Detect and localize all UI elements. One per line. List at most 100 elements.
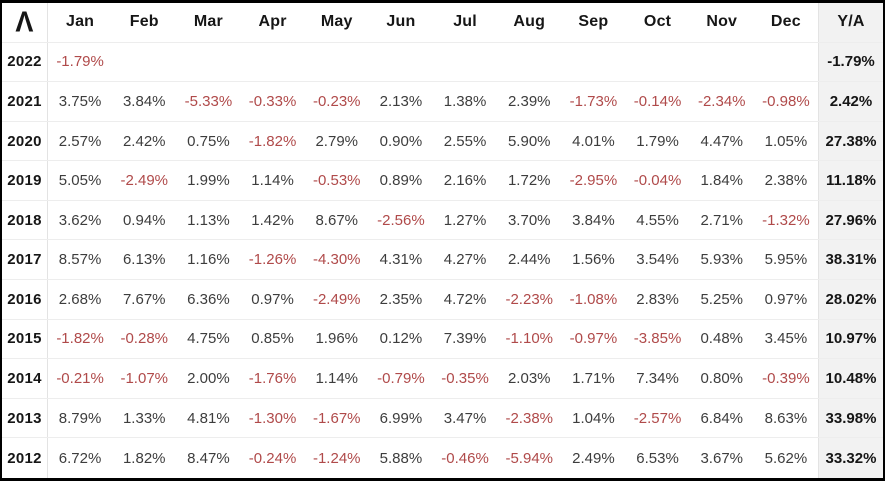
return-cell: 6.84%: [700, 409, 744, 427]
year-label: 2022: [2, 42, 48, 82]
return-cell: -1.30%: [248, 409, 297, 427]
return-cell: 4.31%: [379, 251, 423, 269]
return-cell: 8.57%: [58, 251, 102, 269]
return-cell: -5.33%: [184, 92, 233, 110]
year-label: 2016: [2, 280, 48, 319]
yearly-return-cell: 27.38%: [817, 121, 883, 161]
return-cell: -1.07%: [120, 370, 168, 388]
return-cell: 0.94%: [122, 211, 166, 229]
return-cell: 1.05%: [764, 132, 808, 150]
return-cell: [176, 43, 240, 82]
return-cell: 2.35%: [379, 290, 423, 308]
return-cell: -5.94%: [505, 449, 553, 467]
column-header-oct: Oct: [643, 13, 672, 31]
return-cell: 1.16%: [187, 251, 230, 269]
return-cell: -3.85%: [633, 330, 682, 348]
column-header-dec: Dec: [770, 13, 801, 31]
year-label: 2012: [2, 438, 48, 478]
table-row-2022: 2022 -1.79% -1.79%: [2, 42, 883, 83]
year-label: 2021: [2, 82, 48, 121]
yearly-return-cell: 10.97%: [817, 319, 883, 359]
return-cell: -2.38%: [505, 409, 553, 427]
column-header-may: May: [320, 13, 353, 31]
return-cell: 2.55%: [443, 132, 487, 150]
return-cell: 3.62%: [58, 211, 102, 229]
brand-logo[interactable]: Λ: [2, 3, 48, 42]
return-cell: 6.13%: [122, 251, 166, 269]
return-cell: -2.95%: [569, 172, 618, 190]
return-cell: 1.14%: [251, 172, 294, 190]
return-cell: 0.85%: [251, 330, 294, 348]
return-cell: 1.72%: [507, 172, 551, 190]
return-cell: 7.39%: [443, 330, 487, 348]
return-cell: 1.99%: [187, 172, 230, 190]
column-header-mar: Mar: [193, 13, 223, 31]
yearly-return-cell: 10.48%: [817, 359, 883, 398]
return-cell: 3.84%: [572, 211, 615, 229]
yearly-return-cell: 28.02%: [817, 280, 883, 319]
return-cell: 2.03%: [507, 370, 551, 388]
return-cell: -1.79%: [56, 53, 104, 71]
return-cell: [561, 43, 625, 82]
table-row-2018: 2018 3.62% 0.94% 1.13% 1.42% 8.67% -2.56% 1.27%…: [2, 200, 883, 241]
return-cell: 5.88%: [379, 449, 423, 467]
return-cell: [112, 43, 176, 82]
table-header-row: Λ Jan Feb Mar Apr May Jun Jul Aug Sep Oct Nov Dec Y/A: [2, 3, 883, 43]
return-cell: 2.16%: [443, 172, 487, 190]
return-cell: 0.89%: [379, 172, 423, 190]
return-cell: 5.93%: [700, 251, 744, 269]
return-cell: [305, 43, 369, 82]
return-cell: 8.63%: [764, 409, 808, 427]
table-row-2016: 2016 2.68% 7.67% 6.36% 0.97% -2.49% 2.35% 4.72%…: [2, 280, 883, 320]
return-cell: -1.67%: [312, 409, 361, 427]
return-cell: 1.96%: [315, 330, 359, 348]
return-cell: [369, 43, 433, 82]
year-label: 2018: [2, 200, 48, 240]
table-row-2019: 2019 5.05% -2.49% 1.99% 1.14% -0.53% 0.89% 2.16…: [2, 161, 883, 201]
return-cell: 5.25%: [700, 290, 744, 308]
return-cell: 4.75%: [187, 330, 230, 348]
return-cell: -0.35%: [441, 370, 489, 388]
return-cell: -2.49%: [120, 172, 168, 190]
return-cell: 2.38%: [764, 172, 808, 190]
return-cell: 5.62%: [764, 449, 808, 467]
return-cell: 2.44%: [507, 251, 551, 269]
return-cell: -0.97%: [569, 330, 618, 348]
return-cell: -2.23%: [505, 290, 553, 308]
return-cell: -2.56%: [377, 211, 425, 229]
return-cell: [625, 43, 689, 82]
return-cell: 2.71%: [700, 211, 744, 229]
return-cell: 1.79%: [636, 132, 679, 150]
table-row-2015: 2015 -1.82% -0.28% 4.75% 0.85% 1.96% 0.12% 7.39…: [2, 319, 883, 360]
return-cell: 1.82%: [122, 449, 166, 467]
return-cell: -2.49%: [312, 290, 361, 308]
return-cell: 4.81%: [187, 409, 230, 427]
return-cell: 2.83%: [636, 290, 679, 308]
return-cell: -1.73%: [569, 92, 618, 110]
column-header-feb: Feb: [129, 13, 159, 31]
return-cell: 1.33%: [122, 409, 166, 427]
return-cell: 3.70%: [507, 211, 551, 229]
column-header-jul: Jul: [453, 13, 477, 31]
return-cell: 6.99%: [379, 409, 423, 427]
return-cell: -0.04%: [633, 172, 682, 190]
return-cell: 8.79%: [58, 409, 102, 427]
return-cell: 3.84%: [122, 92, 166, 110]
return-cell: -0.46%: [441, 449, 489, 467]
return-cell: 3.54%: [636, 251, 679, 269]
return-cell: [690, 43, 754, 82]
return-cell: -0.39%: [762, 370, 810, 388]
return-cell: 6.72%: [58, 449, 102, 467]
table-row-2014: 2014 -0.21% -1.07% 2.00% -1.76% 1.14% -0.79% -0…: [2, 359, 883, 399]
year-label: 2014: [2, 359, 48, 398]
return-cell: 8.67%: [315, 211, 359, 229]
column-header-sep: Sep: [578, 13, 609, 31]
return-cell: -0.33%: [248, 92, 297, 110]
return-cell: 1.56%: [572, 251, 615, 269]
return-cell: 3.75%: [58, 92, 102, 110]
column-header-apr: Apr: [258, 13, 287, 31]
return-cell: 0.97%: [764, 290, 808, 308]
table-row-2021: 2021 3.75% 3.84% -5.33% -0.33% -0.23% 2.13% 1.3…: [2, 82, 883, 122]
return-cell: 8.47%: [187, 449, 230, 467]
